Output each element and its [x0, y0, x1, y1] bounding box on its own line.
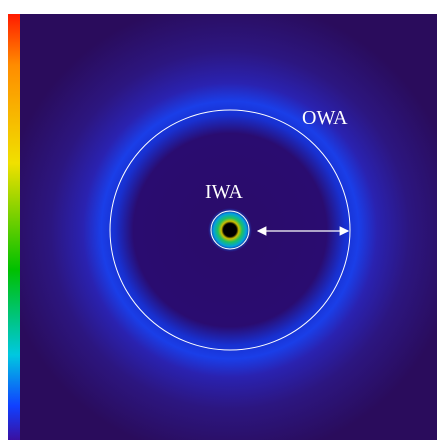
core — [208, 208, 252, 252]
colorbar — [8, 14, 20, 440]
iwa-label: IWA — [205, 181, 243, 203]
iwa-circle — [210, 210, 250, 250]
owa-label: OWA — [302, 107, 348, 129]
owa-circle — [109, 109, 351, 351]
